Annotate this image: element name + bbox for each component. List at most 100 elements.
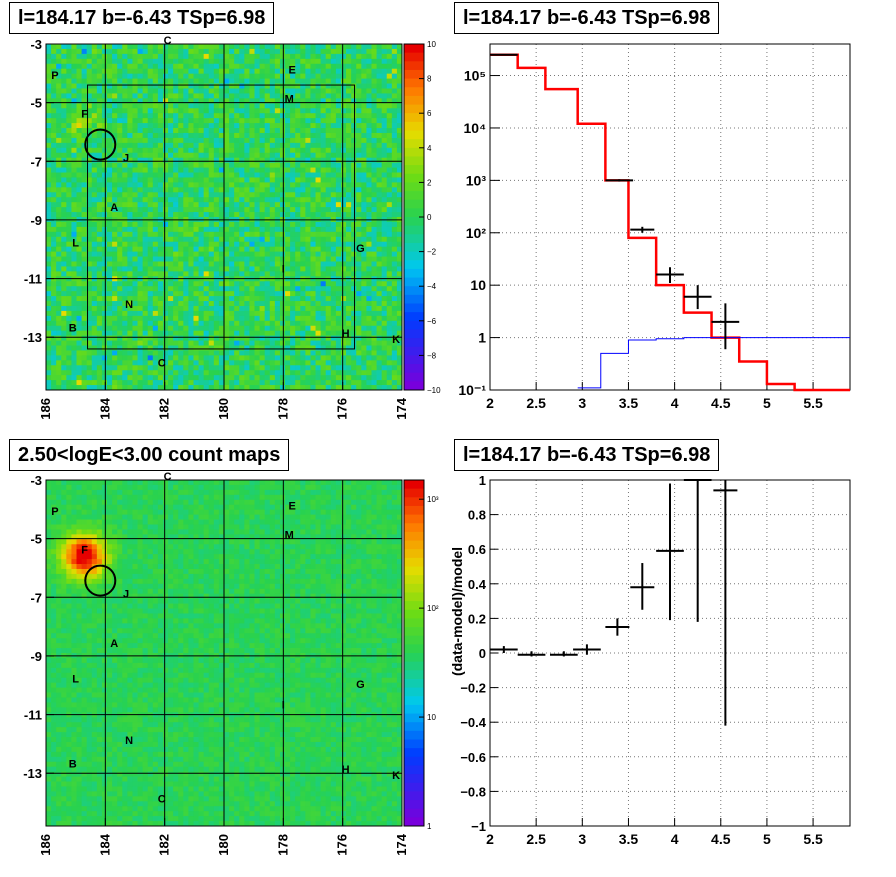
residual-plot-title: l=184.17 b=-6.43 TSp=6.98 xyxy=(454,439,719,471)
colorbar xyxy=(404,480,424,827)
count-map-title: 2.50<logE<3.00 count maps xyxy=(9,439,289,471)
y-tick-label: 10⁴ xyxy=(464,120,487,136)
colorbar-swatch xyxy=(404,338,424,347)
data-point xyxy=(605,179,633,181)
source-label: P xyxy=(51,506,58,518)
y-tick-label: -3 xyxy=(30,37,42,52)
colorbar-swatch xyxy=(404,156,424,165)
y-tick-label: -7 xyxy=(30,154,42,169)
colorbar-tick-label: 2 xyxy=(427,178,432,187)
colorbar-swatch xyxy=(404,618,424,627)
x-tick-label: 184 xyxy=(97,397,112,419)
x-tick-label: 5.5 xyxy=(803,395,823,411)
colorbar-swatch xyxy=(404,252,424,261)
colorbar-swatch xyxy=(404,765,424,774)
colorbar-swatch xyxy=(404,800,424,809)
residual-point xyxy=(630,563,654,610)
source-label: M xyxy=(285,94,294,106)
source-label: M xyxy=(285,530,294,542)
colorbar-swatch xyxy=(404,148,424,157)
colorbar-tick-label: −6 xyxy=(427,317,437,326)
colorbar-swatch xyxy=(404,165,424,174)
colorbar-swatch xyxy=(404,740,424,749)
colorbar-swatch xyxy=(404,87,424,96)
y-tick-label: -5 xyxy=(30,532,42,547)
colorbar-tick-label: 6 xyxy=(427,109,432,118)
source-label: H xyxy=(342,328,350,340)
source-label: A xyxy=(110,638,118,650)
source-label: K xyxy=(392,770,400,782)
colorbar-swatch xyxy=(404,269,424,278)
colorbar-swatch xyxy=(404,304,424,313)
colorbar-swatch xyxy=(404,549,424,558)
colorbar-swatch xyxy=(404,644,424,653)
colorbar-swatch xyxy=(404,278,424,287)
x-tick-label: 4 xyxy=(671,395,679,411)
x-tick-label: 176 xyxy=(335,398,350,420)
colorbar-swatch xyxy=(404,182,424,191)
source-label: J xyxy=(123,152,129,164)
colorbar-swatch xyxy=(404,506,424,515)
residual-point xyxy=(490,646,518,653)
colorbar-swatch xyxy=(404,381,424,390)
colorbar-swatch xyxy=(404,714,424,723)
colorbar-swatch xyxy=(404,653,424,662)
data-point xyxy=(712,303,740,349)
x-tick-label: 174 xyxy=(394,833,409,855)
x-tick-label: 2.5 xyxy=(526,831,546,847)
x-tick-label: 3 xyxy=(578,831,586,847)
colorbar-swatch xyxy=(404,139,424,148)
colorbar-swatch xyxy=(404,260,424,269)
colorbar-swatch xyxy=(404,515,424,524)
source-label: F xyxy=(81,108,88,120)
colorbar-swatch xyxy=(404,610,424,619)
x-tick-label: 174 xyxy=(394,397,409,419)
colorbar-swatch xyxy=(404,791,424,800)
colorbar-tick-label: 4 xyxy=(427,144,432,153)
source-label: B xyxy=(69,758,77,770)
colorbar-swatch xyxy=(404,774,424,783)
x-tick-label: 2.5 xyxy=(526,395,546,411)
colorbar-swatch xyxy=(404,96,424,105)
source-label: N xyxy=(125,735,133,747)
y-tick-label: -13 xyxy=(23,766,42,781)
data-point xyxy=(630,227,654,233)
source-label: N xyxy=(125,299,133,311)
colorbar-swatch xyxy=(404,355,424,364)
colorbar-swatch xyxy=(404,757,424,766)
source-label: C xyxy=(158,794,166,806)
colorbar-tick-label: −4 xyxy=(427,282,437,291)
source-label: C xyxy=(158,358,166,370)
residual-point xyxy=(684,480,712,622)
x-tick-label: 3.5 xyxy=(619,395,639,411)
colorbar-swatch xyxy=(404,601,424,610)
colorbar-tick-label: 10² xyxy=(427,604,439,613)
colorbar-tick-label: 10³ xyxy=(427,495,439,504)
y-tick-label: -11 xyxy=(24,272,42,287)
y-tick-label: -13 xyxy=(23,330,42,345)
colorbar-swatch xyxy=(404,295,424,304)
x-tick-label: 180 xyxy=(216,398,231,420)
colorbar-swatch xyxy=(404,541,424,550)
colorbar-swatch xyxy=(404,809,424,818)
colorbar-swatch xyxy=(404,748,424,757)
x-tick-label: 5 xyxy=(763,395,771,411)
colorbar-swatch xyxy=(404,532,424,541)
y-tick-label: -5 xyxy=(30,96,42,111)
x-tick-label: 182 xyxy=(157,834,172,856)
colorbar-swatch xyxy=(404,722,424,731)
data-point xyxy=(684,285,712,309)
residual-point xyxy=(550,651,578,656)
colorbar-tick-label: 10 xyxy=(427,713,436,722)
y-tick-label: -9 xyxy=(30,649,42,664)
x-tick-label: 4 xyxy=(671,831,679,847)
colorbar-swatch xyxy=(404,105,424,114)
y-tick-label: 0 xyxy=(479,646,486,661)
y-tick-label: -11 xyxy=(24,708,42,723)
colorbar-swatch xyxy=(404,226,424,235)
